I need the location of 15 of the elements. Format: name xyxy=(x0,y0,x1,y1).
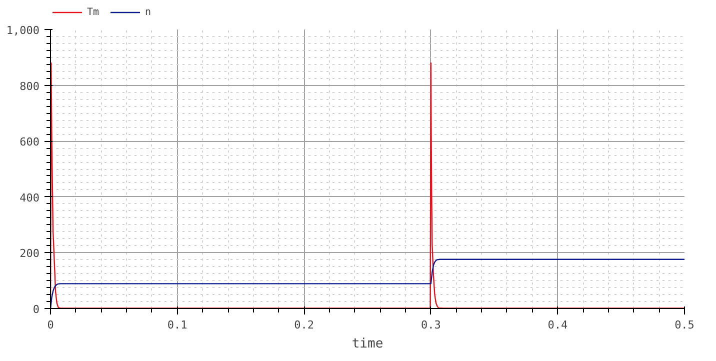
y-tick-label: 0 xyxy=(32,303,40,316)
legend-label: n xyxy=(145,6,152,18)
y-tick-label: 400 xyxy=(20,191,40,204)
x-axis-title: time xyxy=(352,336,384,352)
x-tick-label: 0.1 xyxy=(167,318,188,332)
x-tick-label: 0.2 xyxy=(294,318,314,332)
legend-label: Tm xyxy=(87,6,100,18)
y-tick-label: 600 xyxy=(20,136,40,149)
y-tick-label: 800 xyxy=(20,80,40,93)
x-tick-label: 0 xyxy=(47,318,54,332)
x-tick-label: 0.3 xyxy=(420,318,441,332)
y-tick-label: 1,000 xyxy=(6,24,40,37)
x-tick-label: 0.4 xyxy=(548,318,568,332)
x-tick-label: 0.5 xyxy=(674,318,694,332)
y-tick-label: 200 xyxy=(20,247,40,260)
